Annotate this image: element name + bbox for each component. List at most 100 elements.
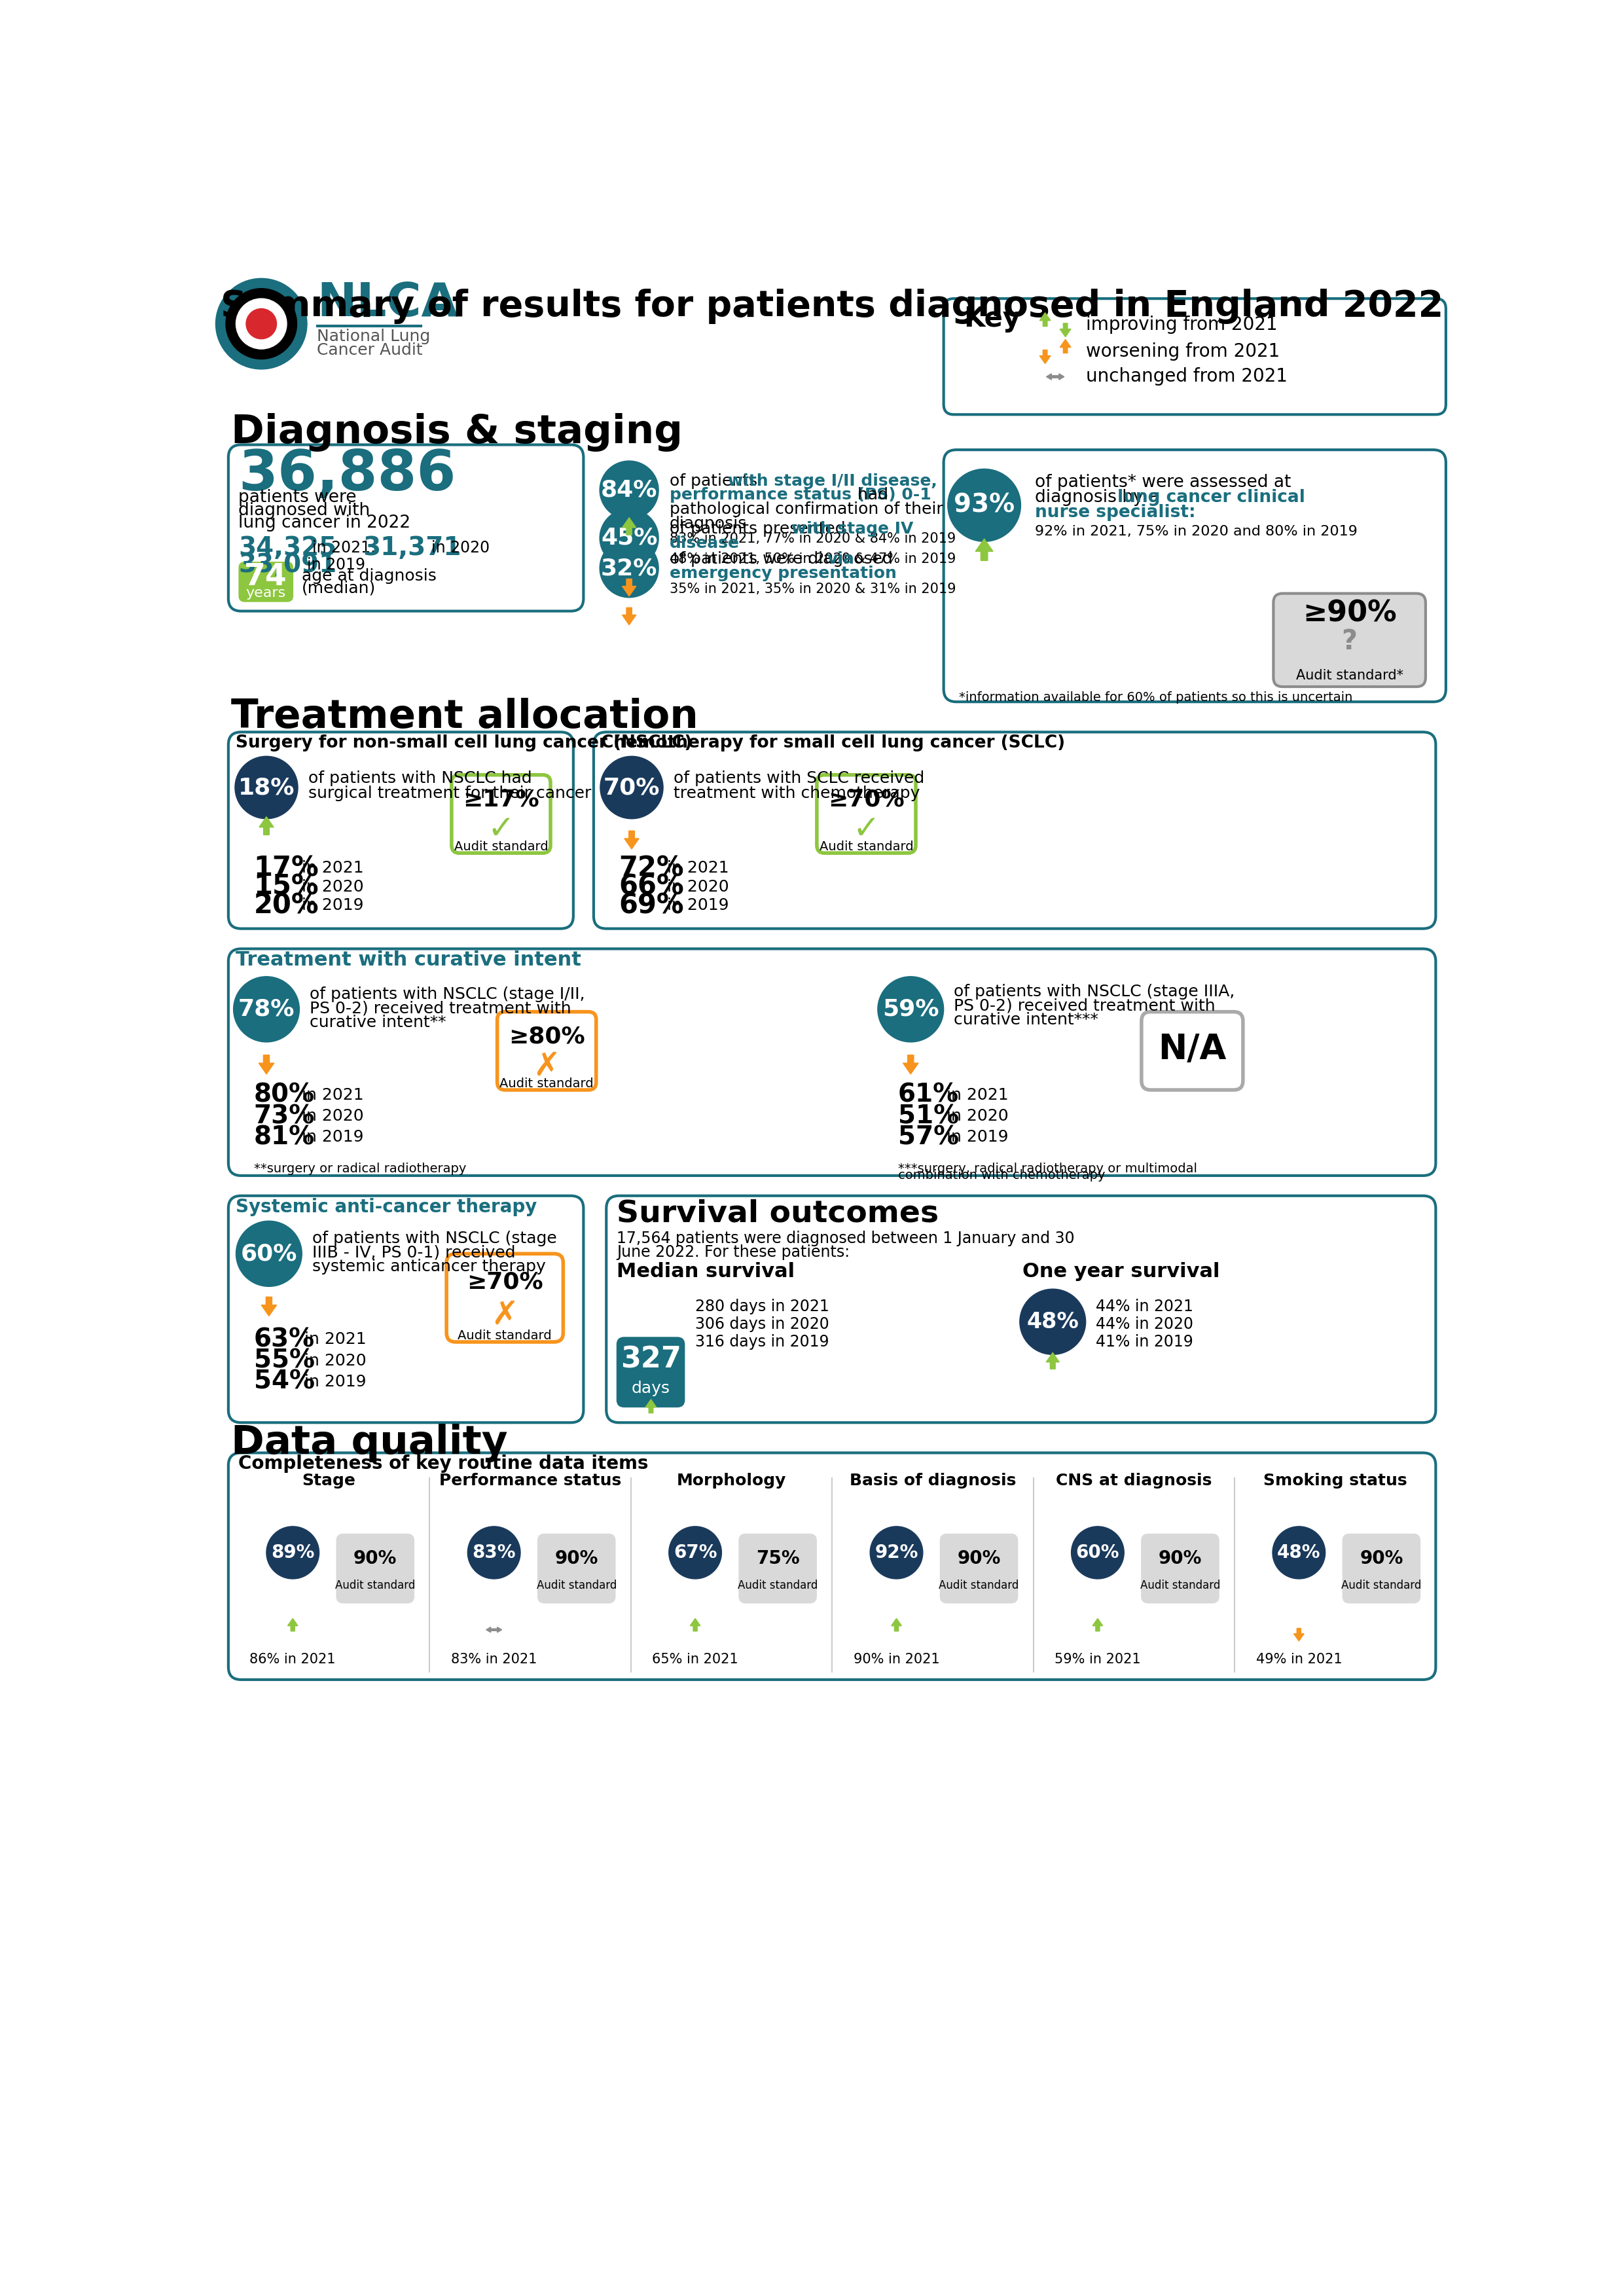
Text: National Lung: National Lung	[317, 328, 430, 344]
Text: *information available for 60% of patients so this is uncertain: *information available for 60% of patien…	[958, 691, 1353, 705]
Text: of patients with NSCLC (stage I/II,: of patients with NSCLC (stage I/II,	[310, 987, 585, 1003]
Text: with stage IV: with stage IV	[791, 521, 913, 537]
Text: Audit standard: Audit standard	[939, 1579, 1018, 1590]
FancyBboxPatch shape	[497, 1012, 596, 1090]
Text: 89%: 89%	[271, 1545, 315, 1563]
Text: 60%: 60%	[240, 1242, 297, 1265]
FancyBboxPatch shape	[739, 1535, 815, 1602]
FancyArrow shape	[1060, 340, 1070, 353]
Text: Key: Key	[965, 305, 1021, 333]
Text: Performance status: Performance status	[438, 1473, 622, 1489]
FancyBboxPatch shape	[617, 1338, 685, 1407]
FancyArrow shape	[260, 817, 274, 835]
FancyBboxPatch shape	[594, 732, 1436, 929]
FancyArrow shape	[622, 608, 637, 624]
Text: of patients with NSCLC (stage: of patients with NSCLC (stage	[312, 1230, 557, 1246]
Text: Audit standard: Audit standard	[1140, 1579, 1220, 1590]
Text: Completeness of key routine data items: Completeness of key routine data items	[239, 1455, 648, 1473]
Text: 72%: 72%	[619, 854, 684, 881]
Text: 90%: 90%	[1359, 1549, 1403, 1567]
Text: unchanged from 2021: unchanged from 2021	[1086, 367, 1288, 386]
FancyArrow shape	[1046, 1352, 1059, 1368]
Text: ✓: ✓	[853, 815, 880, 845]
Text: Surgery for non-small cell lung cancer (NSCLC): Surgery for non-small cell lung cancer (…	[235, 734, 692, 753]
Text: in 2020: in 2020	[432, 539, 489, 555]
Text: 80%: 80%	[253, 1083, 315, 1108]
FancyBboxPatch shape	[940, 1535, 1017, 1602]
Text: in 2020: in 2020	[302, 879, 364, 895]
Text: diagnosis: diagnosis	[669, 516, 747, 530]
Text: 73%: 73%	[253, 1104, 315, 1129]
Text: 78%: 78%	[239, 998, 294, 1021]
FancyBboxPatch shape	[944, 298, 1445, 415]
Text: of patients with NSCLC had: of patients with NSCLC had	[309, 771, 533, 787]
Text: in 2020: in 2020	[667, 879, 729, 895]
Text: 67%: 67%	[674, 1545, 716, 1563]
Text: June 2022. For these patients:: June 2022. For these patients:	[617, 1244, 849, 1260]
Text: lung cancer in 2022: lung cancer in 2022	[239, 514, 411, 532]
Text: of patients: of patients	[669, 473, 763, 489]
Text: Audit standard: Audit standard	[536, 1579, 617, 1590]
Text: ✓: ✓	[487, 815, 515, 845]
FancyArrow shape	[1294, 1629, 1304, 1641]
Text: in 2021,: in 2021,	[312, 539, 375, 555]
Text: CNS at diagnosis: CNS at diagnosis	[1056, 1473, 1212, 1489]
Text: Audit standard: Audit standard	[458, 1329, 552, 1343]
Text: Stage: Stage	[302, 1473, 356, 1489]
Circle shape	[234, 975, 299, 1042]
Text: Treatment with curative intent: Treatment with curative intent	[235, 950, 581, 968]
Text: via: via	[827, 551, 854, 567]
FancyBboxPatch shape	[1273, 594, 1426, 686]
Text: 92% in 2021, 75% in 2020 and 80% in 2019: 92% in 2021, 75% in 2020 and 80% in 2019	[1034, 526, 1358, 537]
Circle shape	[877, 975, 944, 1042]
FancyBboxPatch shape	[229, 1196, 583, 1423]
FancyArrow shape	[892, 1618, 901, 1632]
Circle shape	[1072, 1526, 1124, 1579]
Text: 35% in 2021, 35% in 2020 & 31% in 2019: 35% in 2021, 35% in 2020 & 31% in 2019	[669, 583, 957, 597]
Text: 15%: 15%	[253, 872, 318, 900]
Circle shape	[226, 289, 297, 358]
Text: in 2020: in 2020	[304, 1352, 367, 1368]
Text: 65% in 2021: 65% in 2021	[653, 1652, 739, 1666]
Text: Audit standard: Audit standard	[335, 1579, 416, 1590]
Text: Cancer Audit: Cancer Audit	[317, 342, 422, 358]
Text: 59% in 2021: 59% in 2021	[1054, 1652, 1140, 1666]
Text: 18%: 18%	[239, 776, 294, 799]
Circle shape	[599, 509, 659, 567]
Text: 75%: 75%	[755, 1549, 799, 1567]
Text: of patients with NSCLC (stage IIIA,: of patients with NSCLC (stage IIIA,	[953, 985, 1234, 1001]
Text: 48%: 48%	[1276, 1545, 1320, 1563]
Text: 70%: 70%	[604, 776, 659, 799]
Text: surgical treatment for their cancer: surgical treatment for their cancer	[309, 785, 591, 801]
Text: of patients presented: of patients presented	[669, 521, 851, 537]
Text: curative intent***: curative intent***	[953, 1012, 1098, 1028]
Text: 44% in 2021: 44% in 2021	[1096, 1299, 1194, 1315]
Text: in 2021: in 2021	[667, 861, 729, 877]
Circle shape	[1020, 1290, 1086, 1354]
Text: 280 days in 2021: 280 days in 2021	[695, 1299, 830, 1315]
FancyArrow shape	[1060, 324, 1070, 337]
Text: treatment with chemotherapy: treatment with chemotherapy	[674, 785, 921, 801]
Text: ✗: ✗	[533, 1051, 560, 1083]
Text: Smoking status: Smoking status	[1263, 1473, 1406, 1489]
Text: 74: 74	[244, 562, 287, 592]
Circle shape	[601, 757, 663, 819]
Text: Diagnosis & staging: Diagnosis & staging	[231, 413, 682, 452]
Text: Audit standard*: Audit standard*	[1296, 670, 1403, 682]
Text: Summary of results for patients diagnosed in England 2022: Summary of results for patients diagnose…	[221, 289, 1444, 324]
Text: age at diagnosis: age at diagnosis	[302, 567, 437, 583]
Circle shape	[599, 539, 659, 597]
Text: 93%: 93%	[953, 493, 1015, 519]
Text: years: years	[245, 588, 286, 599]
FancyArrow shape	[624, 831, 638, 849]
Text: in 2021: in 2021	[302, 1088, 364, 1104]
Text: systemic anticancer therapy: systemic anticancer therapy	[312, 1260, 546, 1274]
Text: **surgery or radical radiotherapy: **surgery or radical radiotherapy	[253, 1161, 466, 1175]
Text: Audit standard: Audit standard	[1341, 1579, 1421, 1590]
Circle shape	[235, 1221, 302, 1287]
Text: One year survival: One year survival	[1021, 1262, 1220, 1281]
Text: ***surgery, radical radiotherapy or multimodal: ***surgery, radical radiotherapy or mult…	[898, 1161, 1197, 1175]
Text: 84%: 84%	[601, 480, 658, 500]
Text: worsening from 2021: worsening from 2021	[1086, 342, 1280, 360]
Text: in 2019: in 2019	[307, 558, 365, 571]
